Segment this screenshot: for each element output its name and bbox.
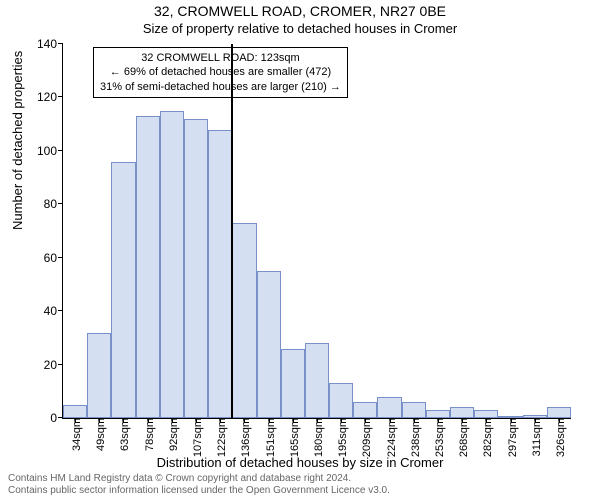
footer-line-1: Contains HM Land Registry data © Crown c…: [8, 473, 390, 485]
histogram-bar: [450, 407, 474, 418]
x-tick-label: 107sqm: [188, 418, 204, 457]
histogram-bar: [232, 223, 256, 418]
x-tick-label: 63sqm: [115, 418, 131, 451]
x-tick-label: 297sqm: [503, 418, 519, 457]
histogram-bar: [474, 410, 498, 418]
info-line-1: 32 CROMWELL ROAD: 123sqm: [100, 51, 341, 65]
histogram-bar: [63, 405, 87, 418]
x-tick-label: 165sqm: [285, 418, 301, 457]
x-tick-label: 311sqm: [527, 418, 543, 456]
x-tick-label: 34sqm: [67, 418, 83, 451]
x-tick-label: 151sqm: [261, 418, 277, 457]
histogram-bar: [402, 402, 426, 418]
histogram-bar: [547, 407, 571, 418]
histogram-bar: [111, 162, 135, 418]
x-tick-label: 253sqm: [430, 418, 446, 457]
y-tick-mark: [58, 43, 63, 44]
info-line-3: 31% of semi-detached houses are larger (…: [100, 80, 341, 94]
y-tick-label: 100: [23, 144, 63, 158]
x-tick-label: 224sqm: [382, 418, 398, 457]
x-axis-label: Distribution of detached houses by size …: [0, 455, 600, 470]
histogram-bar: [353, 402, 377, 418]
x-tick-label: 326sqm: [551, 418, 567, 457]
x-tick-label: 282sqm: [478, 418, 494, 457]
y-tick-mark: [58, 203, 63, 204]
histogram-bar: [281, 349, 305, 418]
y-tick-mark: [58, 150, 63, 151]
x-tick-label: 195sqm: [333, 418, 349, 457]
property-marker-line: [231, 44, 233, 418]
y-tick-label: 140: [23, 37, 63, 51]
info-box: 32 CROMWELL ROAD: 123sqm ← 69% of detach…: [93, 47, 348, 98]
footer: Contains HM Land Registry data © Crown c…: [8, 473, 390, 496]
x-tick-label: 268sqm: [454, 418, 470, 457]
y-tick-mark: [58, 96, 63, 97]
x-tick-label: 78sqm: [140, 418, 156, 451]
x-tick-label: 180sqm: [309, 418, 325, 457]
y-tick-label: 120: [23, 90, 63, 104]
y-tick-label: 0: [23, 411, 63, 425]
x-tick-label: 238sqm: [406, 418, 422, 457]
histogram-bar: [305, 343, 329, 418]
histogram-bar: [184, 119, 208, 418]
x-tick-label: 49sqm: [91, 418, 107, 451]
histogram-bar: [377, 397, 401, 418]
y-tick-mark: [58, 257, 63, 258]
chart-container: 32, CROMWELL ROAD, CROMER, NR27 0BE Size…: [0, 0, 600, 500]
histogram-bar: [329, 383, 353, 418]
histogram-bar: [257, 271, 281, 418]
histogram-bar: [136, 116, 160, 418]
histogram-bar: [208, 130, 232, 419]
title-sub: Size of property relative to detached ho…: [0, 21, 600, 36]
histogram-bar: [160, 111, 184, 418]
y-tick-label: 20: [23, 358, 63, 372]
plot-area: 32 CROMWELL ROAD: 123sqm ← 69% of detach…: [62, 44, 571, 419]
info-line-2: ← 69% of detached houses are smaller (47…: [100, 65, 341, 79]
histogram-bar: [426, 410, 450, 418]
y-tick-label: 40: [23, 304, 63, 318]
y-tick-mark: [58, 364, 63, 365]
x-tick-label: 92sqm: [164, 418, 180, 451]
x-tick-label: 209sqm: [357, 418, 373, 457]
x-tick-label: 122sqm: [212, 418, 228, 457]
y-tick-label: 60: [23, 251, 63, 265]
footer-line-2: Contains public sector information licen…: [8, 485, 390, 497]
x-tick-label: 136sqm: [236, 418, 252, 457]
histogram-bar: [87, 333, 111, 418]
title-main: 32, CROMWELL ROAD, CROMER, NR27 0BE: [0, 3, 600, 19]
y-tick-label: 80: [23, 197, 63, 211]
y-tick-mark: [58, 310, 63, 311]
